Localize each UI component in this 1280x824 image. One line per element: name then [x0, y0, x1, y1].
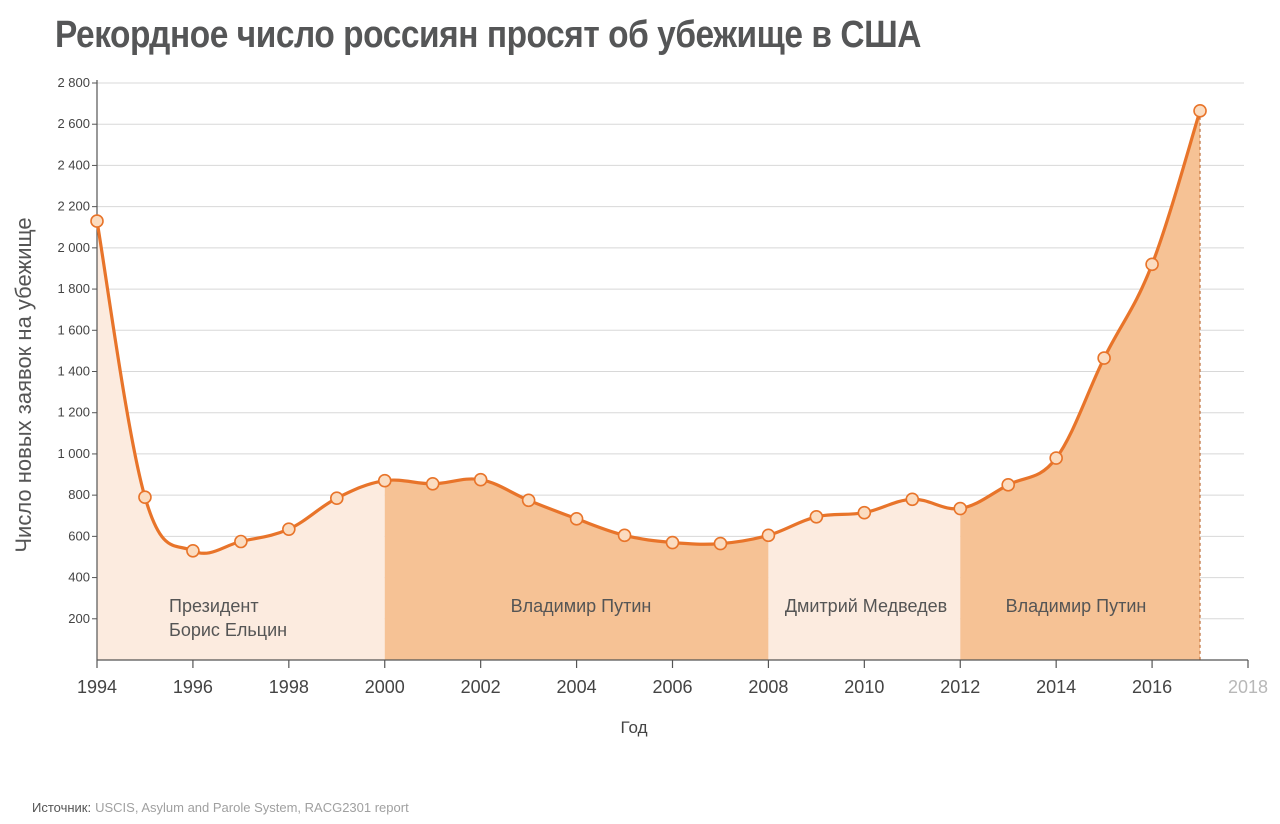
y-tick-label: 1 800 — [57, 281, 90, 296]
source-text: USCIS, Asylum and Parole System, RACG230… — [95, 800, 409, 815]
data-point-1998 — [282, 522, 296, 536]
x-tick-label: 2004 — [557, 677, 597, 697]
era-band-1 — [384, 110, 769, 660]
x-tick-label: 1998 — [269, 677, 309, 697]
era-label-3: Владимир Путин — [1006, 596, 1147, 616]
era-label-0: Борис Ельцин — [169, 620, 287, 640]
y-tick-label: 600 — [68, 528, 90, 543]
era-label-0: Президент — [169, 596, 259, 616]
x-tick-label: 2006 — [652, 677, 692, 697]
era-label-1: Владимир Путин — [511, 596, 652, 616]
y-axis-label: Число новых заявок на убежище — [11, 217, 36, 552]
data-point-2010 — [857, 505, 872, 520]
data-point-1995 — [138, 490, 152, 505]
era-labels: Президент Борис Ельцин Владимир Путин Дмитр… — [169, 596, 1146, 640]
x-tick-label: 2018 — [1228, 677, 1268, 697]
x-tick-label: 2014 — [1036, 677, 1076, 697]
data-point-2008 — [761, 528, 776, 543]
y-axis-ticks: 200 400 600 800 1 000 1 200 1 400 1 600 1 800 2 0… — [57, 75, 97, 626]
data-point-1997 — [234, 534, 248, 549]
y-tick-label: 1 200 — [57, 405, 90, 420]
chart-area: 200 400 600 800 1 000 1 200 1 400 1 600 1 800 2 0… — [11, 75, 1268, 737]
data-point-2009 — [809, 509, 824, 524]
data-point-1999 — [329, 491, 344, 506]
y-tick-label: 2 600 — [57, 116, 90, 131]
data-point-2013 — [1001, 478, 1016, 492]
data-point-2015 — [1097, 351, 1111, 365]
data-point-2001 — [425, 477, 440, 491]
x-axis-label: Год — [620, 718, 647, 737]
source-label: Источник: — [32, 800, 92, 815]
y-tick-label: 2 000 — [57, 240, 90, 255]
data-point-2012 — [953, 501, 968, 516]
era-bands — [97, 110, 1200, 660]
data-point-2004 — [569, 512, 584, 526]
x-tick-label: 2012 — [940, 677, 980, 697]
data-point-1994 — [90, 214, 104, 228]
y-tick-label: 200 — [68, 611, 90, 626]
data-point-2005 — [617, 528, 632, 543]
chart-title: Рекордное число россиян просят об убежищ… — [55, 14, 921, 56]
x-tick-label: 1994 — [77, 677, 117, 697]
x-tick-label: 2010 — [844, 677, 884, 697]
y-tick-label: 1 000 — [57, 446, 90, 461]
era-band-3 — [960, 110, 1200, 660]
era-label-2: Дмитрий Медведев — [785, 596, 947, 616]
data-point-2007 — [713, 536, 728, 551]
x-tick-label: 2016 — [1132, 677, 1172, 697]
y-tick-label: 400 — [68, 570, 90, 585]
x-axis-ticks: 1994 1996 1998 2000 2002 2004 2006 2008 2010 2012… — [77, 660, 1268, 697]
data-point-2016 — [1145, 257, 1159, 272]
data-point-2011 — [905, 492, 920, 507]
data-point-2003 — [521, 493, 536, 508]
x-tick-label: 2002 — [461, 677, 501, 697]
y-tick-label: 2 400 — [57, 157, 90, 172]
y-tick-label: 1 400 — [57, 364, 90, 379]
data-point-2000 — [377, 473, 392, 488]
source-note: Источник: USCIS, Asylum and Parole System… — [32, 800, 409, 815]
era-band-0 — [97, 110, 385, 660]
data-point-2017 — [1193, 104, 1207, 118]
data-points — [90, 104, 1207, 558]
data-point-2006 — [665, 535, 680, 550]
x-tick-label: 2000 — [365, 677, 405, 697]
x-tick-label: 2008 — [748, 677, 788, 697]
y-tick-label: 2 800 — [57, 75, 90, 90]
y-tick-label: 2 200 — [57, 199, 90, 214]
data-point-2002 — [473, 472, 488, 487]
era-band-2 — [768, 110, 961, 660]
data-point-2014 — [1049, 451, 1063, 465]
y-tick-label: 1 600 — [57, 322, 90, 337]
x-tick-label: 1996 — [173, 677, 213, 697]
y-tick-label: 800 — [68, 487, 90, 502]
data-point-1996 — [186, 543, 200, 558]
